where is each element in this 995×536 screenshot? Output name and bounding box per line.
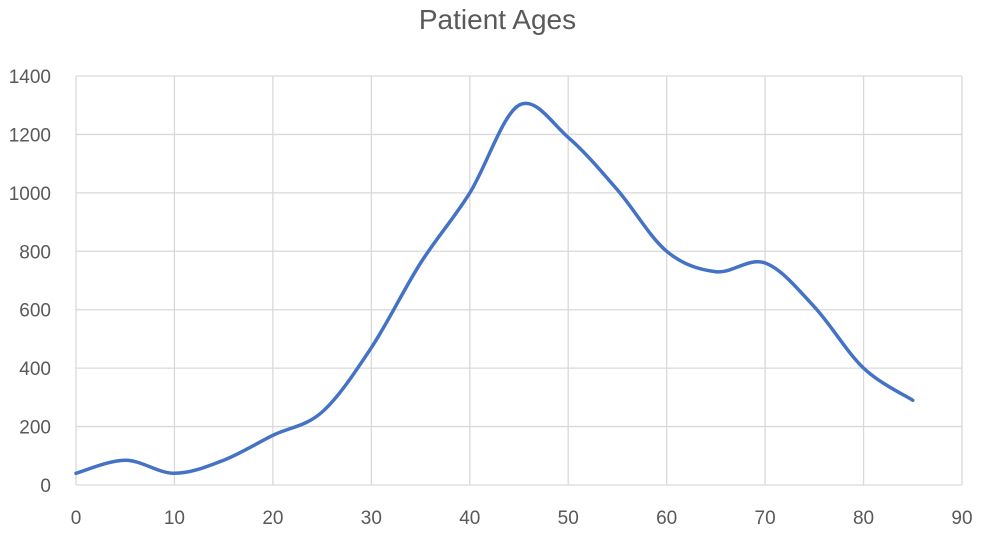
y-tick-label: 1200: [9, 125, 51, 146]
series-line: [74, 101, 915, 476]
y-axis-tick-labels: 0 200 400 600 800 1000 1200 1400: [9, 67, 51, 497]
x-tick-label: 80: [853, 508, 874, 529]
grid: [75, 75, 963, 486]
y-tick-label: 0: [40, 476, 51, 497]
y-tick-label: 200: [19, 418, 51, 439]
x-tick-label: 90: [951, 508, 972, 529]
chart-title: Patient Ages: [418, 4, 577, 35]
y-tick-label: 1400: [9, 67, 51, 88]
x-tick-label: 30: [361, 508, 382, 529]
series-lines: [74, 101, 915, 476]
x-tick-label: 60: [656, 508, 677, 529]
x-tick-label: 40: [459, 508, 480, 529]
x-tick-label: 50: [558, 508, 579, 529]
x-tick-label: 10: [164, 508, 185, 529]
y-tick-label: 400: [19, 359, 51, 380]
y-tick-label: 1000: [9, 184, 51, 205]
x-tick-label: 20: [262, 508, 283, 529]
y-tick-label: 800: [19, 242, 51, 263]
x-tick-label: 0: [71, 508, 82, 529]
y-tick-label: 600: [19, 301, 51, 322]
x-axis-tick-labels: 0 10 20 30 40 50 60 70 80 90: [71, 508, 973, 529]
x-tick-label: 70: [755, 508, 776, 529]
